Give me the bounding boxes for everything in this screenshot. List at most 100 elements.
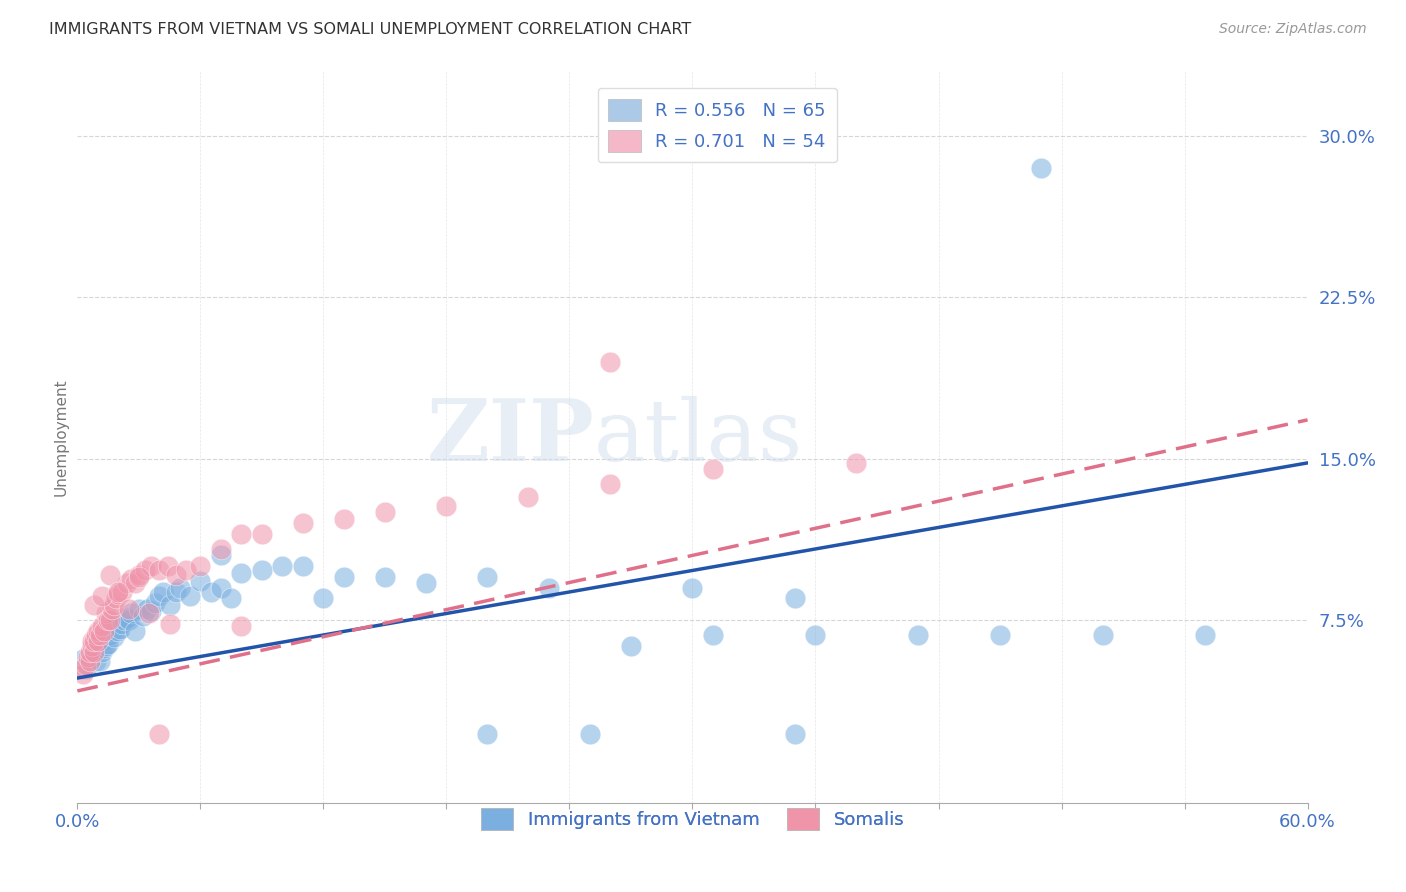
Point	[79, 651, 101, 665]
Point	[231, 619, 253, 633]
Point	[179, 589, 201, 603]
Point	[107, 585, 129, 599]
Point	[79, 654, 101, 668]
Y-axis label: Unemployment: Unemployment	[53, 378, 69, 496]
Point	[291, 516, 314, 530]
Point	[188, 559, 212, 574]
Point	[83, 598, 105, 612]
Point	[517, 491, 540, 505]
Point	[141, 559, 163, 574]
Point	[134, 564, 156, 578]
Point	[415, 576, 437, 591]
Point	[845, 456, 868, 470]
Point	[200, 585, 222, 599]
Point	[148, 564, 170, 578]
Point	[98, 567, 121, 582]
Point	[84, 654, 107, 668]
Point	[98, 628, 121, 642]
Point	[128, 567, 150, 582]
Point	[174, 564, 197, 578]
Point	[374, 570, 396, 584]
Point	[219, 591, 242, 606]
Point	[83, 645, 105, 659]
Point	[477, 570, 499, 584]
Point	[90, 589, 114, 603]
Point	[136, 602, 159, 616]
Point	[579, 727, 602, 741]
Point	[80, 639, 103, 653]
Point	[84, 628, 107, 642]
Point	[988, 628, 1011, 642]
Point	[90, 619, 114, 633]
Point	[72, 666, 94, 681]
Point	[101, 602, 124, 616]
Point	[105, 617, 128, 632]
Point	[111, 585, 134, 599]
Point	[94, 639, 117, 653]
Point	[1194, 628, 1216, 642]
Point	[783, 727, 806, 741]
Point	[87, 634, 110, 648]
Point	[152, 585, 174, 599]
Point	[436, 499, 458, 513]
Point	[80, 649, 103, 664]
Point	[83, 634, 105, 648]
Point	[148, 727, 170, 741]
Point	[312, 591, 335, 606]
Point	[477, 727, 499, 741]
Point	[103, 598, 125, 612]
Point	[169, 581, 191, 595]
Point	[159, 617, 181, 632]
Point	[165, 567, 187, 582]
Point	[333, 512, 356, 526]
Point	[209, 549, 232, 563]
Point	[75, 658, 97, 673]
Point	[148, 589, 170, 603]
Point	[620, 639, 643, 653]
Point	[72, 651, 94, 665]
Point	[83, 645, 105, 659]
Point	[117, 602, 139, 616]
Point	[682, 581, 704, 595]
Point	[115, 576, 138, 591]
Point	[107, 587, 129, 601]
Point	[537, 581, 560, 595]
Point	[89, 654, 111, 668]
Point	[93, 640, 115, 655]
Point	[128, 602, 150, 616]
Point	[101, 624, 124, 638]
Text: Source: ZipAtlas.com: Source: ZipAtlas.com	[1219, 22, 1367, 37]
Point	[783, 591, 806, 606]
Point	[89, 628, 111, 642]
Point	[231, 527, 253, 541]
Point	[1029, 161, 1052, 176]
Point	[138, 607, 160, 621]
Point	[117, 613, 139, 627]
Point	[132, 608, 155, 623]
Point	[94, 607, 117, 621]
Point	[250, 564, 273, 578]
Point	[128, 570, 150, 584]
Point	[291, 559, 314, 574]
Point	[159, 598, 181, 612]
Point	[271, 559, 294, 574]
Point	[702, 462, 724, 476]
Point	[110, 622, 132, 636]
Point	[76, 658, 98, 673]
Point	[165, 585, 187, 599]
Point	[107, 624, 129, 638]
Point	[70, 662, 93, 676]
Point	[98, 613, 121, 627]
Point	[1091, 628, 1114, 642]
Point	[907, 628, 929, 642]
Point	[120, 607, 142, 621]
Point	[105, 591, 128, 606]
Point	[90, 645, 114, 659]
Point	[75, 662, 97, 676]
Point	[124, 576, 146, 591]
Point	[115, 611, 138, 625]
Point	[250, 527, 273, 541]
Point	[599, 477, 621, 491]
Point	[120, 572, 142, 586]
Point	[209, 581, 232, 595]
